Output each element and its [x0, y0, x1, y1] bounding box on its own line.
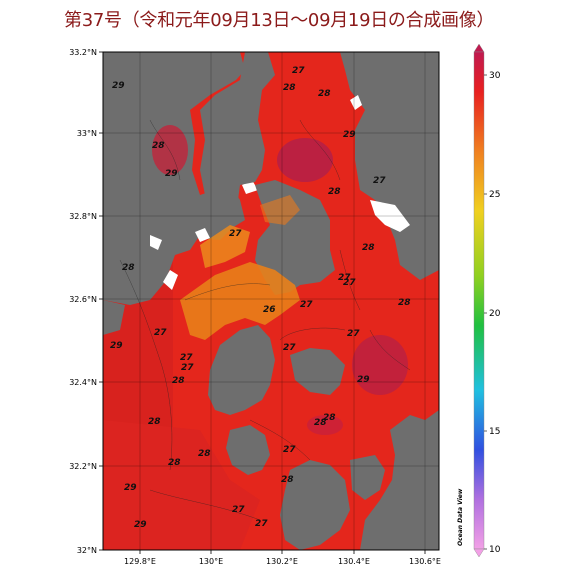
contour-label: 27: [292, 66, 305, 76]
colorbar-tick: 25: [489, 190, 500, 200]
colorbar: 30 25 20 15 10: [473, 43, 501, 558]
land: [360, 410, 439, 550]
hot-area-ariake-north: [277, 138, 333, 182]
contour-label: 28: [283, 83, 296, 93]
graticule: [103, 52, 439, 550]
contour-label: 27: [347, 329, 360, 339]
contour-label: 28: [198, 449, 211, 459]
contour-label: 29: [134, 520, 147, 530]
contour-label: 27: [343, 278, 356, 288]
lat-tick-label: 32.4°N: [69, 378, 97, 387]
contour-label: 27: [300, 300, 313, 310]
lon-tick-label: 129.8°E: [124, 557, 156, 566]
contour-label-group: 27 28 28 29 28 29 27 28 27 29 28 28 27 2…: [110, 66, 411, 530]
colorbar-tick: 30: [489, 71, 501, 81]
lat-tick-label: 32.6°N: [69, 295, 97, 304]
land: [290, 348, 345, 395]
contour-label: 28: [398, 298, 411, 308]
contour-label: 28: [148, 417, 161, 427]
contour-label: 29: [110, 341, 123, 351]
contour-label: 28: [318, 89, 331, 99]
lon-tick-label: 130°E: [199, 557, 223, 566]
colorbar-tick: 20: [489, 309, 501, 319]
contour-label: 29: [357, 375, 370, 385]
cool-area-omura: [200, 225, 250, 268]
southwest-sea: [103, 420, 260, 550]
lat-tick-label: 33°N: [77, 129, 97, 138]
contour-label: 29: [343, 130, 356, 140]
lat-tick-labels: 33.2°N 33°N 32.8°N 32.6°N 32.4°N 32.2°N …: [69, 48, 97, 555]
contour-label: 27: [232, 505, 245, 515]
contour-label: 27: [283, 343, 296, 353]
odv-credit: Ocean Data View: [457, 488, 464, 546]
contour-label: 27: [181, 363, 194, 373]
contour-label: 27: [373, 176, 386, 186]
contour-label: 27: [283, 445, 296, 455]
contour-label: 27: [154, 328, 167, 338]
land: [208, 325, 275, 415]
lat-tick-label: 32.2°N: [69, 462, 97, 471]
map-border: [102, 51, 440, 551]
contour-label: 26: [263, 305, 276, 315]
lat-tick-label: 32°N: [77, 546, 97, 555]
colorbar-tick: 15: [489, 427, 500, 437]
contour-label: 28: [122, 263, 135, 273]
contour-label: 28: [152, 141, 165, 151]
land: [200, 52, 275, 200]
cool-area-tachibana: [180, 262, 300, 340]
contour-lines: [119, 119, 411, 521]
contour-label: 28: [172, 376, 185, 386]
contour-label: 28: [314, 418, 327, 428]
contour-label: 27: [338, 273, 351, 283]
map-title: 第37号（令和元年09月13日～09月19日の合成画像）: [64, 10, 495, 31]
colorbar-tick: 10: [489, 545, 501, 555]
lon-tick-labels: 129.8°E 130°E 130.2°E 130.4°E 130.6°E: [124, 557, 441, 566]
contour-label: 27: [180, 353, 193, 363]
contour-label: 27: [229, 229, 242, 239]
contour-label: 28: [323, 413, 336, 423]
map-frame: 27 28 28 29 28 29 27 28 27 29 28 28 27 2…: [103, 52, 439, 550]
contour-label: 29: [112, 81, 125, 91]
land: [103, 300, 125, 335]
land: [340, 52, 439, 280]
contour-label: 29: [165, 169, 178, 179]
contour-label: 28: [362, 243, 375, 253]
contour-label: 27: [255, 519, 268, 529]
lon-tick-label: 130.6°E: [409, 557, 441, 566]
land: [226, 425, 270, 475]
lon-tick-label: 130.2°E: [266, 557, 298, 566]
colorbar-gradient: [473, 51, 485, 550]
land: [350, 455, 385, 500]
hot-area-south: [307, 415, 343, 435]
contour-label: 28: [281, 475, 294, 485]
lat-tick-label: 32.8°N: [69, 212, 97, 221]
tick-marks: [99, 51, 426, 554]
land: [103, 52, 245, 305]
hot-area-yatsushiro: [352, 335, 408, 395]
contour-label: 28: [328, 187, 341, 197]
lon-tick-label: 130.4°E: [338, 557, 370, 566]
contour-label: 29: [124, 483, 137, 493]
land: [280, 460, 350, 550]
lat-tick-label: 33.2°N: [69, 48, 97, 57]
contour-label: 28: [168, 458, 181, 468]
